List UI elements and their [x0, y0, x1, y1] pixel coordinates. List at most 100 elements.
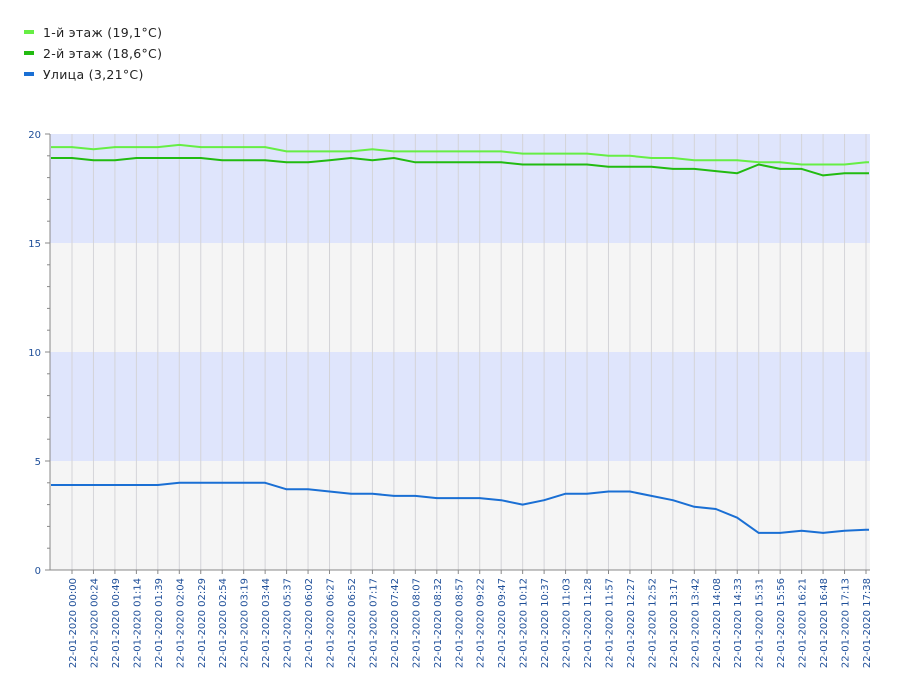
x-tick-label: 22-01-2020 08:32: [433, 578, 444, 668]
series-0-point: [71, 146, 73, 148]
series-2-point: [307, 488, 309, 491]
series-0-point: [521, 152, 524, 155]
series-2-point: [157, 484, 159, 486]
series-1-point: [822, 174, 824, 177]
x-tick-label: 22-01-2020 07:17: [368, 578, 379, 668]
series-2-point: [521, 503, 524, 506]
series-0-point: [736, 159, 739, 161]
series-1-point: [114, 159, 116, 161]
chart-series: [51, 143, 869, 534]
x-tick-label: 22-01-2020 03:44: [261, 578, 272, 668]
series-1-point: [242, 159, 245, 161]
x-tick-label: 22-01-2020 11:03: [562, 578, 573, 668]
series-0-point: [822, 163, 824, 166]
x-tick-label: 22-01-2020 08:57: [454, 578, 465, 668]
series-2-point: [135, 484, 138, 486]
series-0-point: [178, 144, 181, 146]
x-tick-label: 22-01-2020 01:14: [132, 578, 143, 668]
series-0-point: [843, 163, 846, 166]
y-tick-label: 20: [28, 130, 41, 141]
series-2-point: [843, 529, 846, 532]
series-0-point: [350, 150, 352, 153]
series-1-point: [521, 163, 524, 166]
series-1-point: [800, 168, 803, 170]
series-1-point: [500, 161, 502, 164]
x-tick-label: 22-01-2020 01:39: [154, 578, 165, 668]
series-2-point: [328, 490, 331, 493]
x-tick-label: 22-01-2020 02:54: [218, 578, 229, 668]
x-tick-label: 22-01-2020 00:24: [89, 578, 100, 668]
series-2-point: [393, 495, 395, 497]
x-tick-label: 22-01-2020 06:52: [347, 578, 358, 668]
series-0-point: [264, 146, 266, 148]
series-1-point: [157, 157, 159, 159]
x-tick-label: 22-01-2020 08:07: [411, 578, 422, 668]
x-tick-label: 22-01-2020 13:42: [690, 578, 701, 668]
chart-band: [50, 461, 870, 570]
series-2-point: [457, 497, 460, 499]
series-1-point: [672, 168, 674, 170]
series-2-point: [822, 532, 824, 534]
x-tick-label: 22-01-2020 17:38: [862, 578, 873, 668]
x-tick-label: 22-01-2020 13:17: [669, 578, 680, 668]
legend-label-street: Улица (3,21°C): [43, 67, 144, 82]
series-1-point: [693, 168, 696, 170]
series-2-point: [779, 532, 781, 534]
series-2-point: [693, 505, 696, 508]
series-1-point: [865, 172, 867, 175]
series-2-point: [71, 484, 73, 486]
series-2-point: [178, 482, 181, 484]
series-0-point: [436, 150, 438, 153]
series-1-point: [478, 161, 481, 164]
x-tick-label: 22-01-2020 14:33: [733, 578, 744, 668]
series-line-0: [51, 143, 869, 166]
series-0-point: [242, 146, 245, 148]
series-0-point: [285, 150, 288, 153]
x-tick-label: 22-01-2020 14:08: [712, 578, 723, 668]
series-0-point: [371, 148, 374, 151]
x-tick-label: 22-01-2020 00:49: [111, 578, 122, 668]
x-tick-label: 22-01-2020 10:12: [519, 578, 530, 668]
series-1-point: [221, 159, 224, 161]
x-tick-label: 22-01-2020 02:04: [175, 578, 186, 668]
series-0-point: [714, 159, 717, 161]
y-tick-label: 10: [28, 348, 41, 359]
series-2-point: [199, 482, 202, 484]
series-0-point: [629, 155, 631, 157]
x-tick-label: 22-01-2020 00:00: [68, 578, 79, 668]
series-2-point: [543, 499, 545, 502]
x-tick-label: 22-01-2020 16:48: [819, 578, 830, 668]
series-1-point: [607, 165, 610, 168]
vertical-gridlines: [71, 134, 867, 570]
series-0-point: [478, 150, 481, 153]
x-tick-label: 22-01-2020 05:37: [283, 578, 294, 668]
series-2-point: [414, 495, 417, 497]
chart-band: [50, 134, 870, 243]
series-2-point: [242, 482, 245, 484]
series-0-point: [800, 163, 803, 166]
x-tick-label: 22-01-2020 06:02: [304, 578, 315, 668]
series-0-point: [114, 146, 116, 148]
series-0-point: [135, 146, 138, 148]
series-line-1: [51, 157, 869, 177]
legend-swatch-floor1: [24, 30, 34, 34]
x-tick-label: 22-01-2020 09:47: [497, 578, 508, 668]
series-0-point: [564, 152, 567, 155]
x-tick-label: 22-01-2020 15:56: [776, 578, 787, 668]
series-1-point: [564, 163, 567, 166]
y-axis-ticks: 0 5 10 15 20: [28, 130, 50, 577]
x-axis-ticks: 22-01-2020 00:00 22-01-2020 00:24 22-01-20…: [68, 570, 873, 668]
series-1-point: [135, 157, 138, 159]
series-2-point: [607, 490, 610, 493]
series-1-point: [371, 159, 374, 161]
series-0-point: [328, 150, 331, 153]
series-2-point: [757, 532, 760, 534]
series-0-point: [865, 161, 867, 164]
series-line-2: [51, 481, 869, 534]
series-1-point: [178, 157, 181, 159]
series-1-point: [92, 159, 95, 161]
series-1-point: [843, 172, 846, 175]
series-0-point: [500, 150, 502, 153]
series-1-point: [393, 157, 395, 159]
